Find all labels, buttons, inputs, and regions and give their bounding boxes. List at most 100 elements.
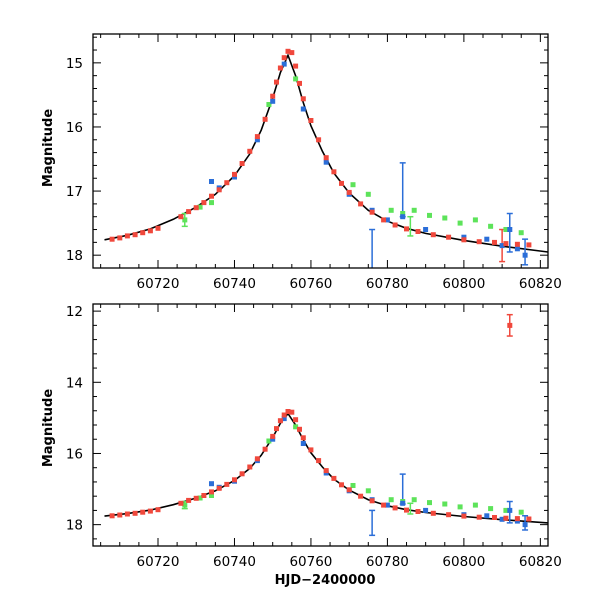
green-data-point — [472, 217, 478, 223]
green-data-point — [365, 191, 371, 197]
red-data-point — [247, 148, 253, 154]
red-data-point — [147, 508, 153, 514]
red-data-point — [476, 514, 482, 520]
red-data-point — [270, 433, 276, 439]
red-data-point — [323, 155, 329, 161]
blue-data-point — [300, 106, 306, 112]
red-data-point — [381, 217, 387, 223]
green-data-point — [388, 497, 394, 503]
red-data-point — [186, 497, 192, 503]
red-data-point — [270, 93, 276, 99]
red-data-point — [358, 201, 364, 207]
blue-data-point — [209, 481, 214, 487]
red-data-point — [232, 477, 237, 483]
blue-data-point — [384, 502, 390, 508]
red-data-point — [201, 200, 207, 206]
plot-area — [104, 48, 548, 268]
green-data-point — [503, 227, 509, 232]
red-data-point — [514, 241, 520, 247]
red-data-point — [316, 137, 322, 143]
green-data-point — [209, 493, 214, 498]
x-axis-title: HJD−2400000 — [275, 573, 376, 588]
red-data-point — [178, 214, 184, 220]
green-data-point — [365, 488, 371, 494]
red-data-point — [262, 116, 268, 122]
bottom-panel-ylabel: Magnitude — [41, 389, 56, 468]
red-data-point — [381, 502, 387, 508]
red-data-point — [155, 225, 161, 231]
plot-area — [104, 313, 548, 537]
x-tick-label: 60720 — [137, 276, 180, 292]
red-data-point — [239, 471, 245, 477]
red-data-point — [392, 222, 398, 228]
green-data-point — [488, 506, 494, 512]
x-tick-label: 60820 — [519, 554, 562, 570]
red-data-point — [430, 510, 436, 516]
red-data-point — [369, 498, 375, 504]
bottom-panel: 60720 60740 60760 60780 60800 60820 12 14 16 18 — [66, 303, 562, 570]
red-data-point — [358, 493, 364, 499]
blue-data-point — [484, 236, 490, 242]
green-data-point — [488, 223, 494, 229]
green-data-point — [293, 424, 299, 430]
green-data-point — [350, 182, 356, 188]
red-data-point — [109, 236, 115, 242]
blue-data-point — [232, 174, 237, 180]
blue-data-point — [507, 227, 513, 232]
red-data-point — [507, 322, 513, 328]
red-data-point — [392, 505, 398, 511]
plot-frame — [92, 303, 549, 547]
x-tick-label: 60820 — [519, 276, 562, 292]
x-tick-label: 60740 — [213, 276, 256, 292]
red-data-point — [132, 510, 138, 516]
green-data-point — [411, 497, 417, 503]
x-tick-label: 60780 — [366, 276, 409, 292]
red-data-point — [239, 161, 245, 166]
green-data-point — [427, 212, 432, 218]
green-data-point — [182, 217, 188, 223]
red-data-point — [193, 205, 199, 211]
blue-data-point — [499, 243, 505, 249]
red-data-point — [262, 446, 268, 452]
red-data-point — [492, 515, 497, 520]
red-data-point — [503, 241, 509, 247]
y-tick-label: 17 — [66, 184, 83, 200]
red-data-point — [404, 226, 409, 232]
red-data-point — [201, 493, 207, 498]
red-data-point — [514, 516, 520, 522]
red-data-point — [339, 180, 344, 186]
red-data-point — [476, 239, 482, 245]
green-data-point — [503, 507, 509, 513]
red-data-point — [277, 418, 283, 424]
blue-data-point — [254, 137, 260, 143]
red-data-point — [492, 239, 497, 245]
red-data-point — [117, 235, 123, 241]
red-data-point — [178, 500, 184, 506]
red-data-point — [297, 426, 302, 432]
green-data-point — [518, 230, 524, 236]
blue-data-point — [514, 246, 520, 252]
red-data-point — [209, 193, 214, 199]
red-data-point — [277, 65, 283, 71]
x-tick-label: 60760 — [289, 554, 332, 570]
red-data-point — [369, 209, 375, 215]
red-data-point — [209, 489, 214, 495]
red-data-point — [155, 507, 161, 513]
red-data-point — [274, 79, 279, 85]
green-data-point — [182, 502, 188, 508]
green-data-point — [266, 102, 272, 107]
red-data-point — [132, 232, 138, 238]
red-data-point — [331, 169, 337, 175]
blue-data-point — [281, 61, 287, 67]
blue-data-point — [507, 507, 513, 513]
blue-data-point — [323, 159, 329, 165]
blue-data-point — [270, 436, 276, 442]
red-data-point — [254, 456, 260, 462]
red-data-point — [224, 180, 230, 186]
red-data-point — [289, 50, 295, 56]
blue-data-point — [522, 252, 528, 258]
red-data-point — [316, 458, 322, 464]
red-data-point — [186, 209, 192, 215]
red-data-point — [293, 417, 299, 423]
